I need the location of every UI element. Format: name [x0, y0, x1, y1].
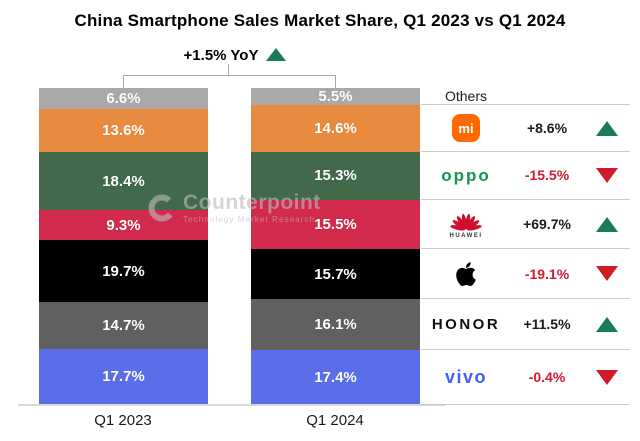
trend-down-icon — [595, 369, 618, 385]
yoy-annotation-text: +1.5% YoY — [183, 47, 259, 64]
bracket-stem — [228, 64, 229, 75]
segment-value-label: 17.7% — [102, 368, 145, 386]
segment-value-label: 9.3% — [106, 216, 141, 234]
legend-row-honor: HONOR +11.5% — [421, 299, 630, 351]
segment-value-label: 15.3% — [314, 167, 357, 185]
comparison-bracket — [123, 75, 336, 89]
segment-value-label: 15.7% — [314, 265, 357, 283]
segment-q1-2024-oppo: 15.3% — [251, 151, 420, 201]
yoy-change-value: -0.4% — [528, 369, 566, 386]
vivo-logo: vivo — [444, 367, 488, 388]
yoy-change-value: -15.5% — [524, 167, 570, 184]
yoy-change-value: +69.7% — [523, 216, 571, 233]
honor-logo: HONOR — [431, 315, 501, 333]
legend-panel: Others mi +8.6% oppo -15.5% HUAWEI +69.7% -19.1… — [421, 88, 630, 406]
segment-q1-2024-others: 5.5% — [251, 88, 420, 106]
segment-q1-2023-honor: 14.7% — [39, 302, 208, 349]
segment-value-label: 14.6% — [314, 120, 357, 138]
yoy-change-value: +8.6% — [526, 120, 568, 137]
trend-up-icon — [266, 48, 287, 61]
oppo-logo: oppo — [441, 165, 491, 185]
segment-q1-2024-honor: 16.1% — [251, 299, 420, 351]
segment-q1-2023-xiaomi: 13.6% — [39, 108, 208, 153]
segment-value-label: 16.1% — [314, 316, 357, 334]
trend-up-icon — [595, 120, 618, 136]
legend-others-label: Others — [444, 88, 487, 105]
stacked-bar-q1-2023: 6.6% 13.6% 18.4% 9.3% 19.7% 14.7% 17.7% — [39, 88, 208, 405]
segment-value-label: 13.6% — [102, 121, 145, 139]
segment-q1-2024-vivo: 17.4% — [251, 350, 420, 406]
legend-row-others: Others — [421, 88, 630, 106]
x-axis-label-q1-2024: Q1 2024 — [306, 412, 364, 429]
segment-q1-2024-xiaomi: 14.6% — [251, 105, 420, 152]
yoy-annotation: +1.5% YoY — [0, 47, 470, 64]
xiaomi-logo: mi — [452, 114, 480, 143]
segment-q1-2023-others: 6.6% — [39, 88, 208, 109]
stacked-bar-q1-2024: 5.5% 14.6% 15.3% 15.5% 15.7% 16.1% 17.4% — [251, 88, 420, 406]
segment-q1-2023-oppo: 18.4% — [39, 152, 208, 211]
segment-value-label: 14.7% — [102, 317, 145, 335]
huawei-logo: HUAWEI — [449, 209, 483, 239]
yoy-change-value: -19.1% — [524, 265, 570, 282]
trend-up-icon — [595, 316, 618, 332]
segment-value-label: 15.5% — [314, 216, 357, 234]
x-axis-line — [18, 404, 446, 406]
segment-value-label: 19.7% — [102, 262, 145, 280]
segment-value-label: 6.6% — [106, 89, 141, 107]
legend-row-huawei: HUAWEI +69.7% — [421, 200, 630, 250]
segment-q1-2023-apple: 19.7% — [39, 239, 208, 303]
segment-value-label: 18.4% — [102, 172, 145, 190]
segment-q1-2024-huawei: 15.5% — [251, 200, 420, 250]
segment-q1-2023-vivo: 17.7% — [39, 348, 208, 405]
legend-row-xiaomi: mi +8.6% — [421, 105, 630, 152]
legend-row-vivo: vivo -0.4% — [421, 350, 630, 406]
segment-q1-2023-huawei: 9.3% — [39, 210, 208, 240]
x-axis-label-q1-2023: Q1 2023 — [94, 412, 152, 429]
apple-logo — [456, 261, 476, 286]
trend-down-icon — [595, 266, 618, 282]
segment-value-label: 17.4% — [314, 369, 357, 387]
segment-value-label: 5.5% — [318, 88, 353, 106]
segment-q1-2024-apple: 15.7% — [251, 249, 420, 300]
yoy-change-value: +11.5% — [523, 316, 571, 333]
trend-down-icon — [595, 167, 618, 183]
chart-title: China Smartphone Sales Market Share, Q1 … — [74, 11, 566, 30]
trend-up-icon — [595, 216, 618, 232]
legend-row-apple: -19.1% — [421, 249, 630, 300]
legend-row-oppo: oppo -15.5% — [421, 152, 630, 201]
